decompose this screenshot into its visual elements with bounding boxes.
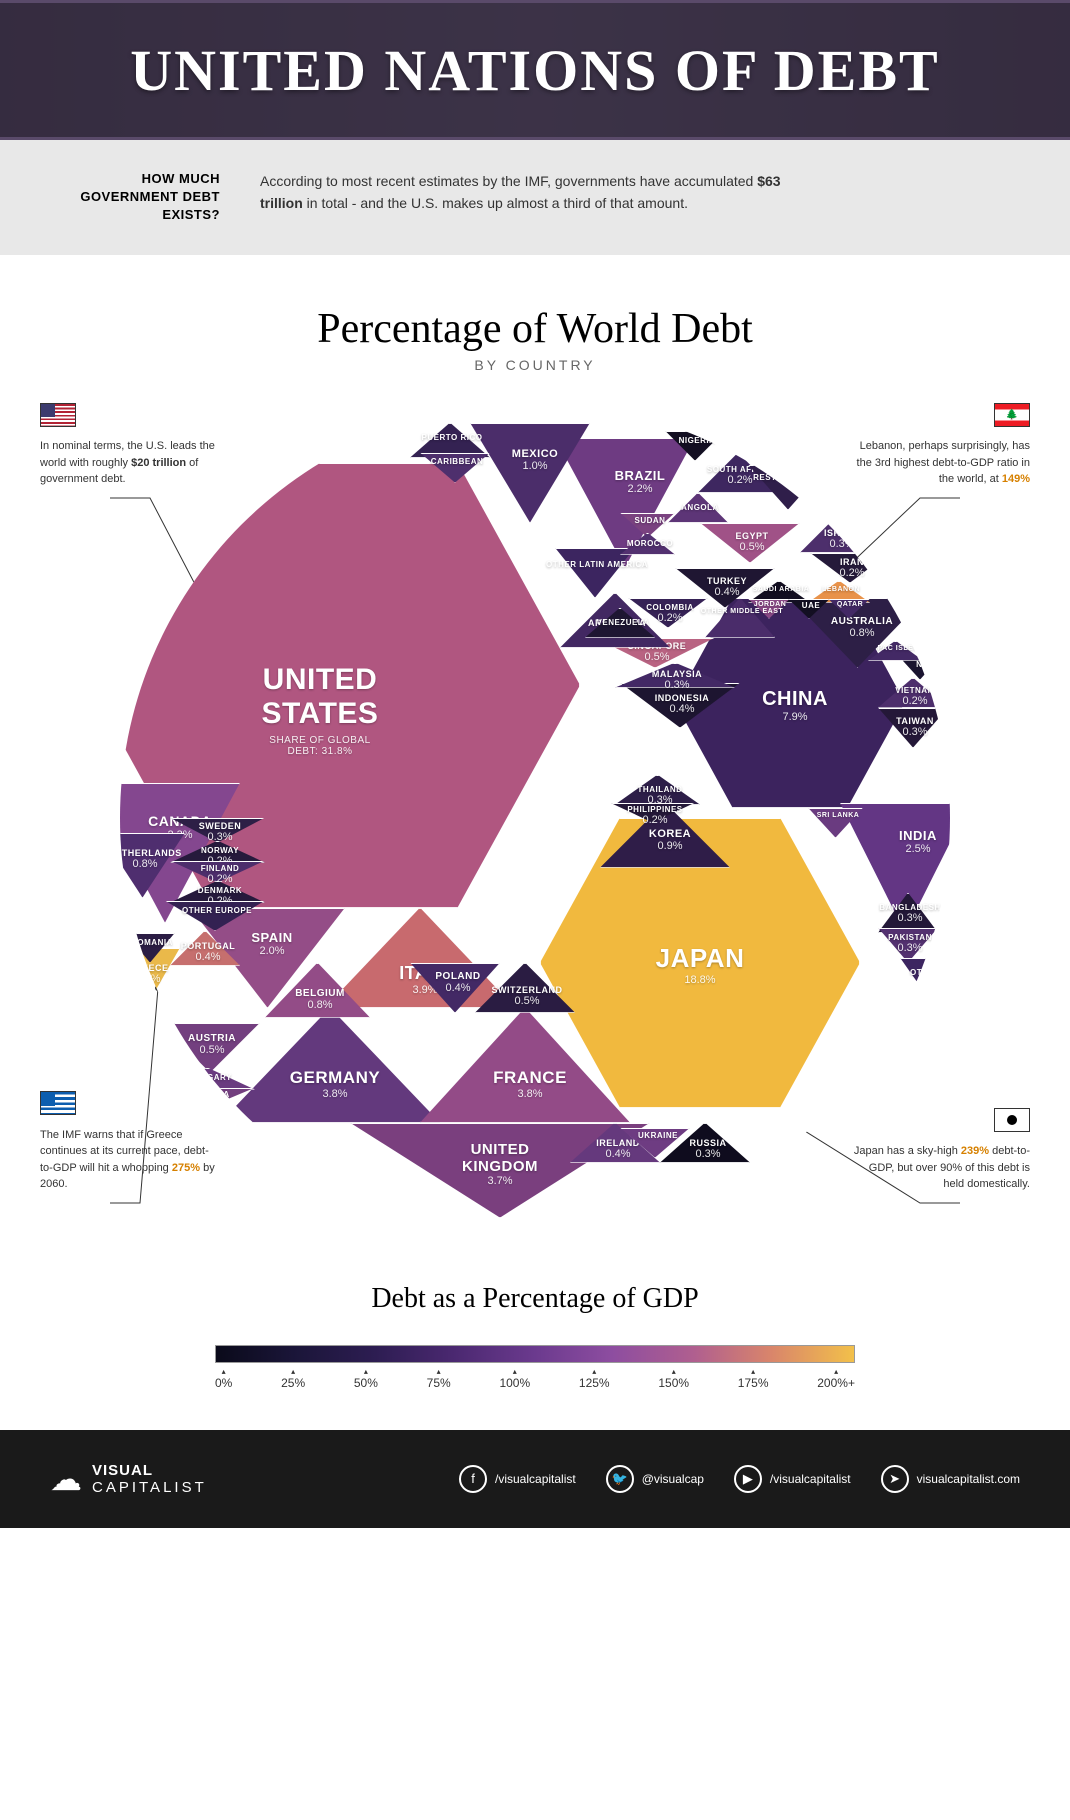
segment-egypt [700,523,800,563]
chart-wrap: In nominal terms, the U.S. leads the wor… [40,403,1030,1233]
header-title: UNITED NATIONS OF DEBT [130,37,939,104]
legend-tick: 50% [354,1367,378,1390]
segment-nz [900,658,940,680]
brand-bot: CAPITALIST [92,1479,207,1496]
callout-japan: Japan has a sky-high 239% debt-to-GDP, b… [850,1108,1030,1193]
social-link[interactable]: f/visualcapitalist [459,1465,576,1493]
callout-lebanon: Lebanon, perhaps surprisingly, has the 3… [850,403,1030,488]
social-label: /visualcapitalist [770,1472,851,1486]
segment-italy [325,908,515,1008]
segment-israel [800,513,880,553]
segment-otherasia [900,958,950,1008]
segment-mexico [470,423,590,523]
flag-us-icon [40,403,76,427]
subheader: HOW MUCH GOVERNMENT DEBT EXISTS? Accordi… [0,140,1070,255]
social-icon: ▶ [734,1465,762,1493]
social-link[interactable]: ➤ visualcapitalist.com [881,1465,1020,1493]
legend-tick: 150% [658,1367,689,1390]
debt-chart: UNITED STATESSHARE OF GLOBAL DEBT: 31.8%… [120,403,950,1233]
subheader-question: HOW MUCH GOVERNMENT DEBT EXISTS? [60,170,220,225]
flag-greece-icon [40,1091,76,1115]
cloud-icon: ☁ [50,1460,82,1498]
legend-ticks: 0% 25% 50% 75% 100% 125% 150% 175% 200%+ [215,1367,855,1390]
callout-us: In nominal terms, the U.S. leads the wor… [40,403,220,488]
legend-gradient-bar [215,1345,855,1363]
social-icon: f [459,1465,487,1493]
chart-title: Percentage of World Debt [40,305,1030,353]
chart-subtitle: BY COUNTRY [40,357,1030,373]
social-icon: ➤ [881,1465,909,1493]
segment-otherlatin [555,548,635,598]
segment-austria [160,1023,260,1073]
social-label: visualcapitalist.com [917,1472,1020,1486]
header-banner: UNITED NATIONS OF DEBT [0,0,1070,140]
subheader-text-pre: According to most recent estimates by th… [260,173,757,189]
social-label: /visualcapitalist [495,1472,576,1486]
segment-iraq [875,518,935,553]
legend-section: Debt as a Percentage of GDP 0% 25% 50% 75% 1… [40,1283,1030,1390]
brand-top: VISUAL [92,1462,207,1479]
social-icon: 🐦 [606,1465,634,1493]
brand-logo: ☁ VISUAL CAPITALIST [50,1460,207,1498]
segment-bangladesh [878,893,938,933]
segment-pakistan [878,928,938,963]
social-link[interactable]: 🐦 @visualcap [606,1465,704,1493]
flag-japan-icon [994,1108,1030,1132]
legend-tick: 100% [499,1367,530,1390]
legend-tick: 125% [579,1367,610,1390]
social-label: @visualcap [642,1472,704,1486]
segment-hungary [160,1068,255,1090]
legend-tick: 25% [281,1367,305,1390]
subheader-text: According to most recent estimates by th… [260,170,820,215]
legend-tick: 175% [738,1367,769,1390]
segment-iran [810,553,890,583]
legend-tick: 75% [427,1367,451,1390]
subheader-text-post: in total - and the U.S. makes up almost … [303,195,688,211]
segment-angola [668,493,728,523]
main-content: Percentage of World Debt BY COUNTRY In n… [0,255,1070,1430]
footer: ☁ VISUAL CAPITALIST f/visualcapitalist 🐦 @… [0,1430,1070,1528]
legend-tick: 200%+ [817,1367,855,1390]
social-links: f/visualcapitalist 🐦 @visualcap ▶ /visualcap… [459,1465,1020,1493]
segment-thailand [615,775,700,805]
social-link[interactable]: ▶ /visualcapitalist [734,1465,851,1493]
legend-title: Debt as a Percentage of GDP [40,1283,1030,1315]
legend-tick: 0% [215,1367,232,1390]
flag-lebanon-icon [994,403,1030,427]
callout-greece: The IMF warns that if Greece continues a… [40,1091,220,1193]
